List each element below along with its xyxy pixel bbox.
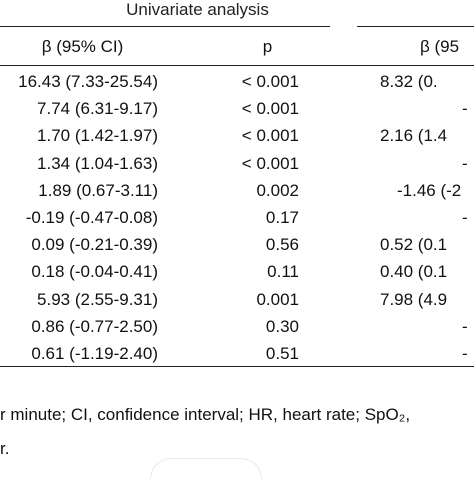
table-row: 1.89 (0.67-3.11) 0.002 -1.46 (-2: [0, 177, 474, 204]
cell-beta: -0.19 (-0.47-0.08): [25, 207, 158, 227]
table-footnote-continued: r.: [0, 439, 10, 458]
cell-beta: 0.18 (-0.04-0.41): [31, 262, 158, 282]
watermark-seal: [150, 458, 262, 479]
cell-beta: 0.09 (-0.21-0.39): [31, 235, 158, 255]
column-header-beta-multivariate: β (95: [420, 37, 460, 56]
cell-beta-multivariate: 0.40 (0.1: [380, 262, 448, 282]
table-row: 0.18 (-0.04-0.41) 0.11 0.40 (0.1: [0, 258, 474, 285]
cell-p: 0.17: [265, 207, 299, 227]
header-rule-right: [357, 26, 474, 27]
cell-beta-multivariate: 0.52 (0.1: [380, 235, 448, 255]
table-row: 0.61 (-1.19-2.40) 0.51 -: [0, 340, 474, 367]
cell-beta: 7.74 (6.31-9.17): [37, 99, 158, 119]
table-bottom-rule: [0, 366, 474, 367]
column-header-rule: [0, 65, 474, 66]
table-row: 1.70 (1.42-1.97) < 0.001 2.16 (1.4: [0, 122, 474, 149]
cell-p: 0.11: [267, 262, 299, 282]
cell-beta-multivariate: -: [462, 207, 468, 227]
cell-p: < 0.001: [241, 72, 299, 91]
cell-p: 0.002: [256, 180, 299, 200]
cell-p: < 0.001: [241, 126, 299, 146]
cell-p: < 0.001: [241, 153, 299, 173]
cell-beta-multivariate: -: [462, 99, 468, 119]
group-header-univariate: Univariate analysis: [126, 0, 269, 19]
cell-p: < 0.001: [241, 99, 299, 119]
cell-beta-multivariate: -: [462, 316, 468, 336]
cell-beta-multivariate: 7.98 (4.9: [380, 289, 448, 309]
cell-beta-multivariate: -: [462, 153, 468, 173]
cell-beta-multivariate: -1.46 (-2: [397, 180, 462, 200]
cell-beta-multivariate: -: [462, 343, 468, 363]
column-header-beta: β (95% CI): [41, 37, 124, 56]
cell-beta: 0.86 (-0.77-2.50): [31, 316, 158, 336]
cell-beta-multivariate: 8.32 (0.: [380, 72, 438, 91]
column-header-p: p: [262, 37, 273, 56]
cell-beta: 5.93 (2.55-9.31): [37, 289, 158, 309]
table-row: 5.93 (2.55-9.31) 0.001 7.98 (4.9: [0, 286, 474, 313]
cell-beta: 1.34 (1.04-1.63): [37, 153, 158, 173]
table-row: 16.43 (7.33-25.54) < 0.001 8.32 (0.: [0, 68, 474, 95]
cell-beta: 1.70 (1.42-1.97): [37, 126, 158, 146]
cell-p: 0.51: [265, 343, 299, 363]
cell-p: 0.001: [256, 289, 299, 309]
cell-p: 0.56: [265, 235, 299, 255]
table-footnote: r minute; CI, confidence interval; HR, h…: [0, 405, 411, 424]
table-body: 16.43 (7.33-25.54) < 0.001 8.32 (0. 7.74 (…: [0, 68, 474, 367]
table-row: 0.86 (-0.77-2.50) 0.30 -: [0, 313, 474, 340]
cell-beta-multivariate: 2.16 (1.4: [380, 126, 448, 146]
table-row: 1.34 (1.04-1.63) < 0.001 -: [0, 150, 474, 177]
cell-beta: 16.43 (7.33-25.54): [18, 72, 158, 91]
table-row: 7.74 (6.31-9.17) < 0.001 -: [0, 95, 474, 122]
table-row: 0.09 (-0.21-0.39) 0.56 0.52 (0.1: [0, 231, 474, 258]
cell-beta: 1.89 (0.67-3.11): [38, 180, 158, 200]
cell-beta: 0.61 (-1.19-2.40): [31, 343, 158, 363]
table-row: -0.19 (-0.47-0.08) 0.17 -: [0, 204, 474, 231]
header-rule: [0, 26, 330, 27]
cell-p: 0.30: [265, 316, 299, 336]
